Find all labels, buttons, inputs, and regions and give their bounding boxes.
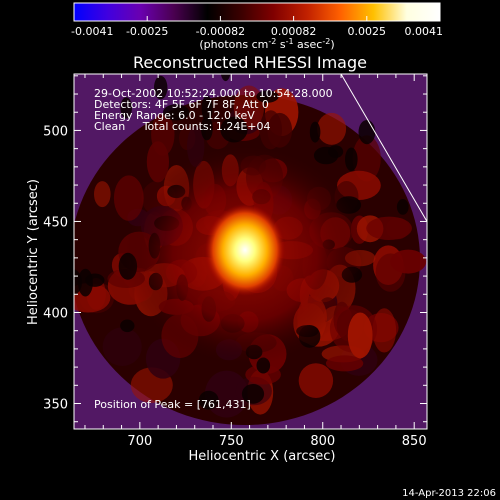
dark-patch: [309, 121, 321, 143]
dark-patch: [45, 237, 72, 247]
info-line-4: Clean Total counts: 1.24E+04: [94, 120, 271, 133]
plot-frame: [73, 73, 428, 430]
x-tick-label: 750: [219, 434, 244, 449]
dark-patch: [163, 104, 190, 121]
emission-blob: [352, 135, 381, 182]
emission-blob: [259, 110, 282, 150]
dark-patch: [313, 146, 339, 165]
peak-position-label: Position of Peak = [761,431]: [94, 398, 251, 411]
chart-title: Reconstructed RHESSI Image: [133, 53, 367, 72]
y-tick-label: 500: [43, 124, 68, 139]
dark-patch: [220, 74, 231, 82]
dark-patch: [358, 120, 376, 145]
colorbar-tick-label: 0.00082: [271, 25, 317, 38]
heatmap-image: [45, 74, 427, 429]
emission-blob: [390, 249, 427, 274]
info-line-3: Energy Range: 6.0 - 12.0 keV: [94, 109, 255, 122]
emission-blob: [347, 312, 373, 359]
x-axis-label: Heliocentric X (arcsec): [189, 449, 336, 464]
colorbar-ticks: -0.0041 -0.0025 -0.00082 0.00082 0.0025 0.004…: [71, 16, 443, 38]
colorbar-tick-label: 0.0025: [348, 25, 387, 38]
dark-patch: [120, 97, 132, 119]
info-text: 29-Oct-2002 10:52:24.000 to 10:54:28.000…: [94, 87, 333, 133]
y-axis-label: Heliocentric Y (arcsec): [26, 179, 41, 325]
dark-patch: [345, 147, 358, 172]
y-tick-label: 400: [43, 306, 68, 321]
dark-patch: [201, 95, 213, 122]
dark-patch: [241, 384, 265, 404]
x-tick-label: 700: [127, 434, 152, 449]
colorbar: [73, 2, 441, 22]
dark-patch: [201, 116, 213, 141]
dark-patch: [256, 90, 279, 103]
emission-blob: [386, 217, 410, 240]
emission-blob: [102, 327, 142, 367]
dark-patch: [396, 199, 409, 215]
emission-blob: [317, 112, 347, 145]
dark-patch: [120, 319, 135, 333]
colorbar-tick-label: -0.00082: [196, 25, 245, 38]
dark-patch: [85, 273, 105, 287]
y-tick-label: 350: [43, 398, 68, 413]
x-tick-label: 800: [310, 434, 335, 449]
colorbar-unit-label: (photons cm-2 s-1 asec-2): [199, 37, 334, 51]
solar-limb-line: [340, 74, 427, 222]
emission-blob: [94, 181, 111, 208]
y-tick-label: 450: [43, 215, 68, 230]
dark-patch: [198, 390, 219, 410]
colorbar-tick-label: -0.0025: [126, 25, 168, 38]
emission-blob: [298, 363, 334, 398]
x-tick-label: 850: [402, 434, 427, 449]
colorbar-tick-label: -0.0041: [71, 25, 113, 38]
dark-patch: [74, 269, 82, 296]
colorbar-tick-label: 0.0041: [405, 25, 444, 38]
footer-date: 14-Apr-2013 22:06: [402, 488, 496, 499]
info-line-1: 29-Oct-2002 10:52:24.000 to 10:54:28.000: [94, 87, 333, 100]
emission-blob: [372, 308, 397, 353]
axes: 700 750 800 850 350 400 450 500: [43, 74, 427, 449]
emission-blob: [245, 364, 281, 385]
emission-blob: [325, 355, 364, 372]
info-line-2: Detectors: 4F 5F 6F 7F 8F, Att 0: [94, 98, 269, 111]
dark-patch: [220, 116, 248, 143]
dark-patch: [154, 75, 168, 100]
peak-source: [205, 204, 285, 296]
emission-blob: [146, 141, 169, 183]
